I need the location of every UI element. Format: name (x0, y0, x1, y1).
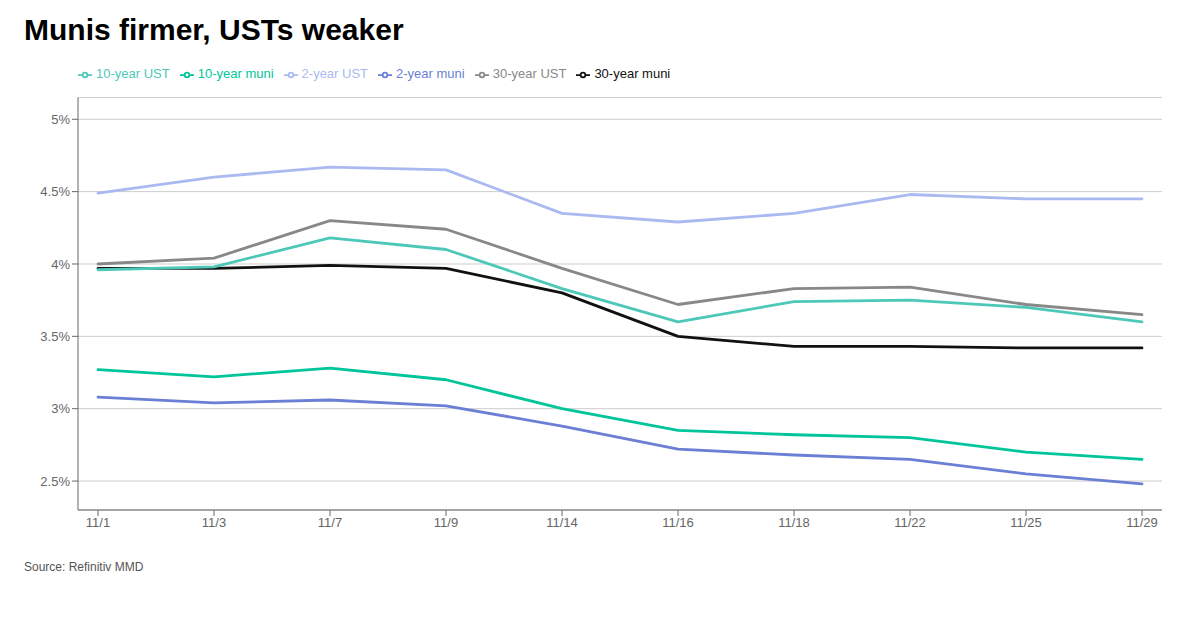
svg-text:11/3: 11/3 (202, 515, 226, 530)
svg-text:2.5%: 2.5% (40, 474, 70, 489)
html-text:10-year muni: 10-year muni (197, 66, 274, 81)
svg-text:11/7: 11/7 (318, 515, 342, 530)
svg-text:3.5%: 3.5% (40, 329, 70, 344)
svg-text:11/1: 11/1 (86, 515, 110, 530)
svg-text:4.5%: 4.5% (40, 184, 70, 199)
svg-text:11/16: 11/16 (662, 515, 694, 530)
html-text:2-year muni: 2-year muni (396, 66, 465, 81)
html-text:Munis firmer, USTs weaker: Munis firmer, USTs weaker (24, 13, 404, 46)
svg-text:11/14: 11/14 (546, 515, 578, 530)
html-text:2-year UST: 2-year UST (301, 66, 368, 81)
svg-text:11/9: 11/9 (434, 515, 458, 530)
svg-text:11/29: 11/29 (1126, 515, 1158, 530)
html-text:30-year UST: 30-year UST (492, 66, 567, 81)
html-text:30-year muni: 30-year muni (594, 66, 671, 81)
svg-text:4%: 4% (51, 257, 70, 272)
svg-text:5%: 5% (51, 112, 70, 127)
svg-text:3%: 3% (51, 401, 70, 416)
svg-text:11/25: 11/25 (1010, 515, 1042, 530)
svg-text:11/22: 11/22 (894, 515, 926, 530)
svg-text:11/18: 11/18 (778, 515, 810, 530)
html-text:10-year UST: 10-year UST (96, 66, 170, 81)
html-text:Source: Refinitiv MMD: Source: Refinitiv MMD (24, 560, 144, 574)
